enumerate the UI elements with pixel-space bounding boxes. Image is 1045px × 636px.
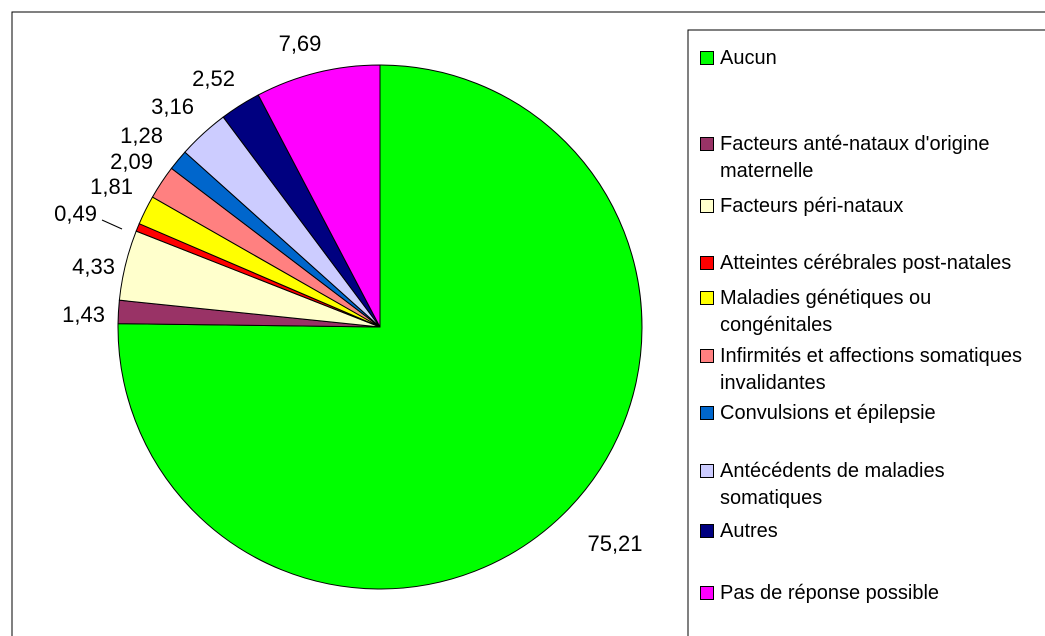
- legend-label: Convulsions et épilepsie: [720, 402, 936, 424]
- legend-swatch: [700, 406, 714, 420]
- chart-border: [11, 11, 1045, 636]
- data-label: 7,69: [279, 31, 322, 56]
- data-label: 1,43: [62, 302, 105, 327]
- legend-label: Atteintes cérébrales post-natales: [720, 252, 1012, 274]
- legend-swatch: [700, 137, 714, 151]
- legend-box: [687, 29, 1045, 636]
- legend-swatch: [700, 586, 714, 600]
- legend-swatch: [700, 256, 714, 270]
- pie-slice: [257, 64, 381, 328]
- data-label: 2,09: [110, 149, 153, 174]
- legend-swatch: [700, 464, 714, 478]
- legend-entry: Atteintes cérébrales post-natales: [700, 250, 1040, 277]
- leader-line: [101, 219, 123, 230]
- legend-swatch: [700, 51, 714, 65]
- pie-slice: [117, 64, 643, 590]
- legend-entry: Pas de réponse possible: [700, 580, 1040, 607]
- legend-label: Facteurs anté-nataux d'origine maternell…: [720, 133, 990, 182]
- data-label: 0,49: [54, 201, 97, 226]
- data-label: 1,81: [90, 174, 133, 199]
- data-label: 75,21: [587, 531, 642, 556]
- legend-entry: Antécédents de maladies somatiques: [700, 458, 1040, 512]
- legend-swatch: [700, 349, 714, 363]
- legend-label: Facteurs péri-nataux: [720, 195, 904, 217]
- legend-label: Aucun: [720, 47, 777, 69]
- legend-entry: Infirmités et affections somatiques inva…: [700, 343, 1040, 397]
- legend-entry: Autres: [700, 518, 1040, 545]
- data-label: 3,16: [151, 94, 194, 119]
- legend-swatch: [700, 199, 714, 213]
- legend-entry: Facteurs péri-nataux: [700, 193, 1040, 220]
- data-label: 2,52: [192, 66, 235, 91]
- data-label: 1,28: [120, 123, 163, 148]
- legend-label: Antécédents de maladies somatiques: [720, 460, 945, 509]
- legend-entry: Facteurs anté-nataux d'origine maternell…: [700, 131, 1040, 185]
- legend-label: Pas de réponse possible: [720, 582, 940, 604]
- legend-label: Autres: [720, 520, 778, 542]
- legend-label: Infirmités et affections somatiques inva…: [720, 345, 1022, 394]
- legend-entry: Aucun: [700, 45, 1040, 72]
- legend-label: Maladies génétiques ou congénitales: [720, 287, 932, 336]
- legend-swatch: [700, 291, 714, 305]
- legend-entry: Maladies génétiques ou congénitales: [700, 285, 1040, 339]
- legend-swatch: [700, 524, 714, 538]
- legend-entry: Convulsions et épilepsie: [700, 400, 1040, 427]
- data-label: 4,33: [72, 254, 115, 279]
